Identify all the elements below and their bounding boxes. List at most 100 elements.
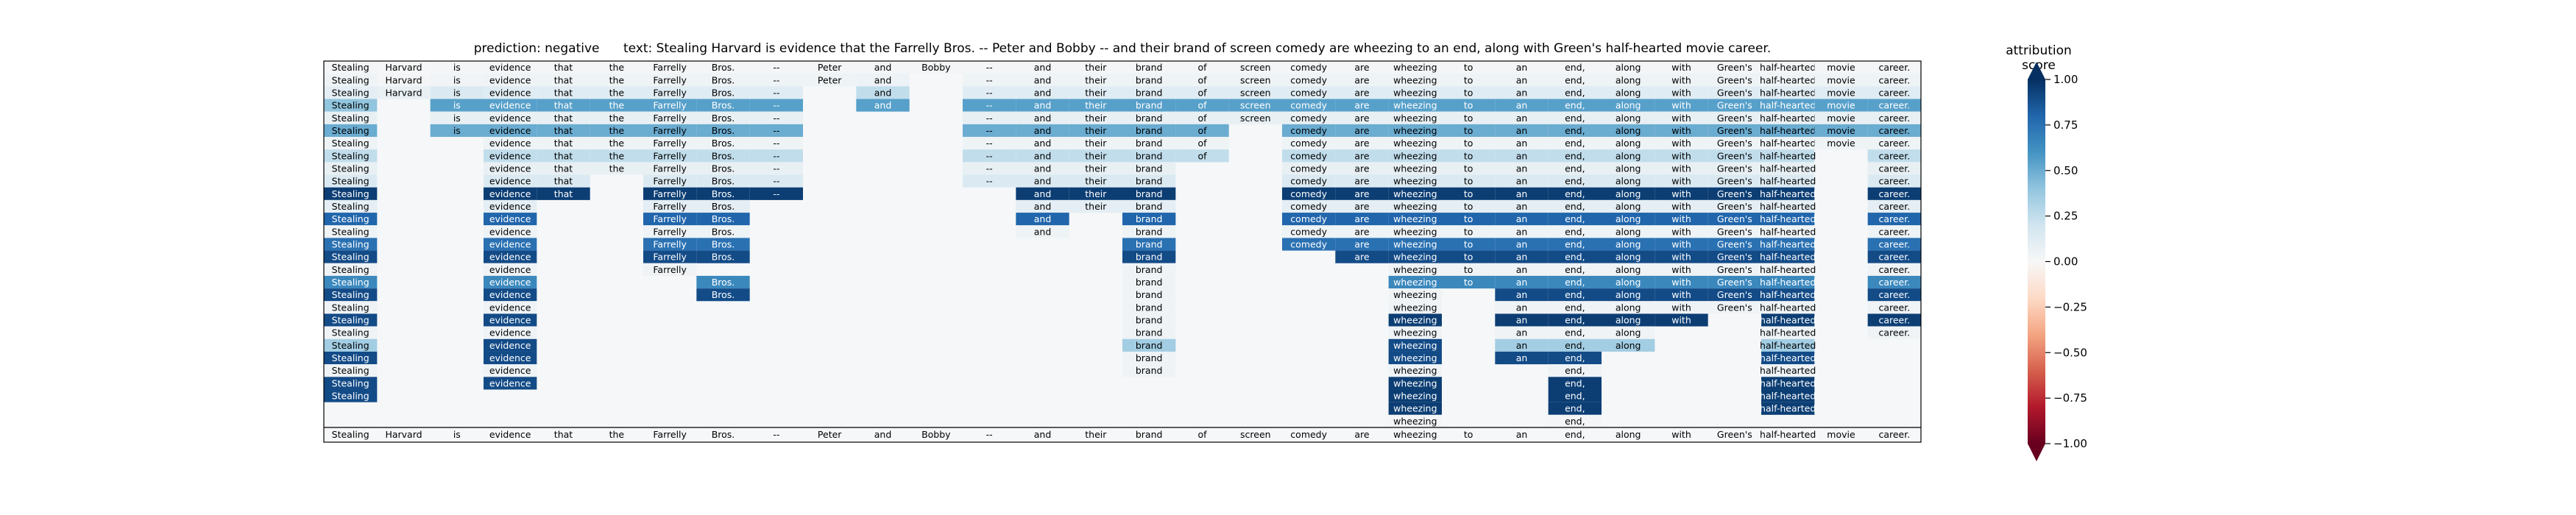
colorbar-title: attribution score [2006,43,2072,73]
heatmap-cell [643,124,697,138]
heatmap-cell [1761,174,1815,188]
x-tick-label: an [1516,429,1528,440]
heatmap-cell [1016,213,1069,226]
heatmap-cell-label: comedy [1290,150,1327,161]
heatmap-cell [1761,364,1815,377]
heatmap-cell [1175,124,1229,138]
heatmap-cell-label: Peter [818,62,842,73]
heatmap-cell [1761,162,1815,175]
heatmap-cell-label: -- [986,100,993,111]
heatmap-cell [1442,263,1496,276]
heatmap-cell-label: end, [1565,138,1585,149]
heatmap-cell-label: Bros. [712,226,735,237]
heatmap-cell-label: half-hearted [1760,377,1816,388]
heatmap-cell-label: wheezing [1393,62,1437,73]
heatmap-cell-label: movie [1827,74,1855,85]
heatmap-cell-label: evidence [489,113,531,124]
heatmap-cell-label: movie [1827,138,1855,149]
heatmap-cell [1388,149,1442,163]
heatmap-cell [1708,238,1761,251]
heatmap-cell [484,99,537,112]
heatmap-cell [1708,86,1761,99]
heatmap-cell-label: with [1671,315,1691,326]
heatmap-cell-label: end, [1565,226,1585,237]
heatmap-cell-label: half-hearted [1760,125,1816,136]
heatmap-cell-label: -- [773,150,779,161]
heatmap-cell-label: comedy [1290,100,1327,111]
heatmap-cell-label: wheezing [1393,377,1437,388]
heatmap-cell [1282,187,1336,200]
colorbar-bottom-extend [2028,444,2045,461]
colorbar-tick-label: −0.50 [2053,346,2087,359]
heatmap-cell-label: an [1516,340,1528,351]
heatmap-cell [1282,149,1336,163]
heatmap-cell-label: half-hearted [1760,87,1816,98]
heatmap-cell [1867,149,1921,163]
heatmap-cell-label: along [1616,315,1641,326]
heatmap-cell [324,149,378,163]
heatmap-cell-label: end, [1565,340,1585,351]
heatmap-cell [1122,86,1176,99]
heatmap-cell [856,99,910,112]
heatmap-cell-label: half-hearted [1760,100,1816,111]
heatmap-cell [1602,301,1655,314]
heatmap-cell [430,99,484,112]
heatmap-cell-label: -- [773,138,779,149]
heatmap-cell-label: Stealing [332,277,369,288]
heatmap-cell [324,338,378,352]
heatmap-cell-label: an [1516,176,1528,187]
heatmap-cell [696,288,750,302]
heatmap-cell-label: end, [1565,252,1585,263]
heatmap-cell-label: Stealing [332,87,369,98]
heatmap-cell-label: and [1034,213,1052,224]
heatmap-cell [963,61,1016,74]
heatmap-cell-label: and [1034,201,1052,212]
heatmap-cell-label: Farrelly [653,100,687,111]
heatmap-cell [1761,351,1815,365]
heatmap-cell [430,124,484,138]
heatmap-cell [1388,326,1442,339]
heatmap-cell [324,86,378,99]
heatmap-cell-label: half-hearted [1760,150,1816,161]
heatmap-cell-label: with [1671,113,1691,124]
heatmap-cell-label: an [1516,100,1528,111]
heatmap-cell-label: movie [1827,87,1855,98]
heatmap-cell-label: movie [1827,113,1855,124]
heatmap-cell-label: Stealing [332,239,369,250]
heatmap-cell [1602,187,1655,200]
plot-border [323,60,1922,443]
heatmap-cell [590,162,643,175]
heatmap-cell-label: end, [1565,264,1585,275]
heatmap-cell-label: is [453,62,461,73]
heatmap-cell [1655,137,1708,150]
heatmap-cell-label: Bros. [712,213,735,224]
heatmap-cell [1495,199,1549,213]
heatmap-cell [1602,275,1655,289]
heatmap-cell [963,124,1016,138]
x-tick-label: Stealing [332,429,369,440]
heatmap-cell [1335,174,1389,188]
heatmap-cell-label: evidence [489,277,531,288]
heatmap-cell [537,162,590,175]
heatmap-cell-label: that [554,87,573,98]
heatmap-cell [1867,301,1921,314]
heatmap-cell [1867,111,1921,124]
heatmap-cell-label: and [874,62,892,73]
heatmap-cell [1708,149,1761,163]
heatmap-cell-label: of [1197,100,1207,111]
heatmap-cell [324,351,378,365]
heatmap-cell-label: with [1671,176,1691,187]
heatmap-cell [590,61,643,74]
heatmap-cell-label: an [1516,188,1528,199]
heatmap-cell [1761,61,1815,74]
heatmap-cell [643,99,697,112]
heatmap-cell-label: an [1516,74,1528,85]
heatmap-cell [1867,187,1921,200]
heatmap-cell-label: of [1197,74,1207,85]
heatmap-cell-label: wheezing [1393,239,1437,250]
x-axis-ticks: Stealing Harvard is evidence that the Farrelly… [332,429,1911,440]
heatmap-cell-label: Farrelly [653,150,687,161]
heatmap-cell-label: and [1034,74,1052,85]
heatmap-cell-label: end, [1565,100,1585,111]
heatmap-cell-label: -- [986,176,993,187]
